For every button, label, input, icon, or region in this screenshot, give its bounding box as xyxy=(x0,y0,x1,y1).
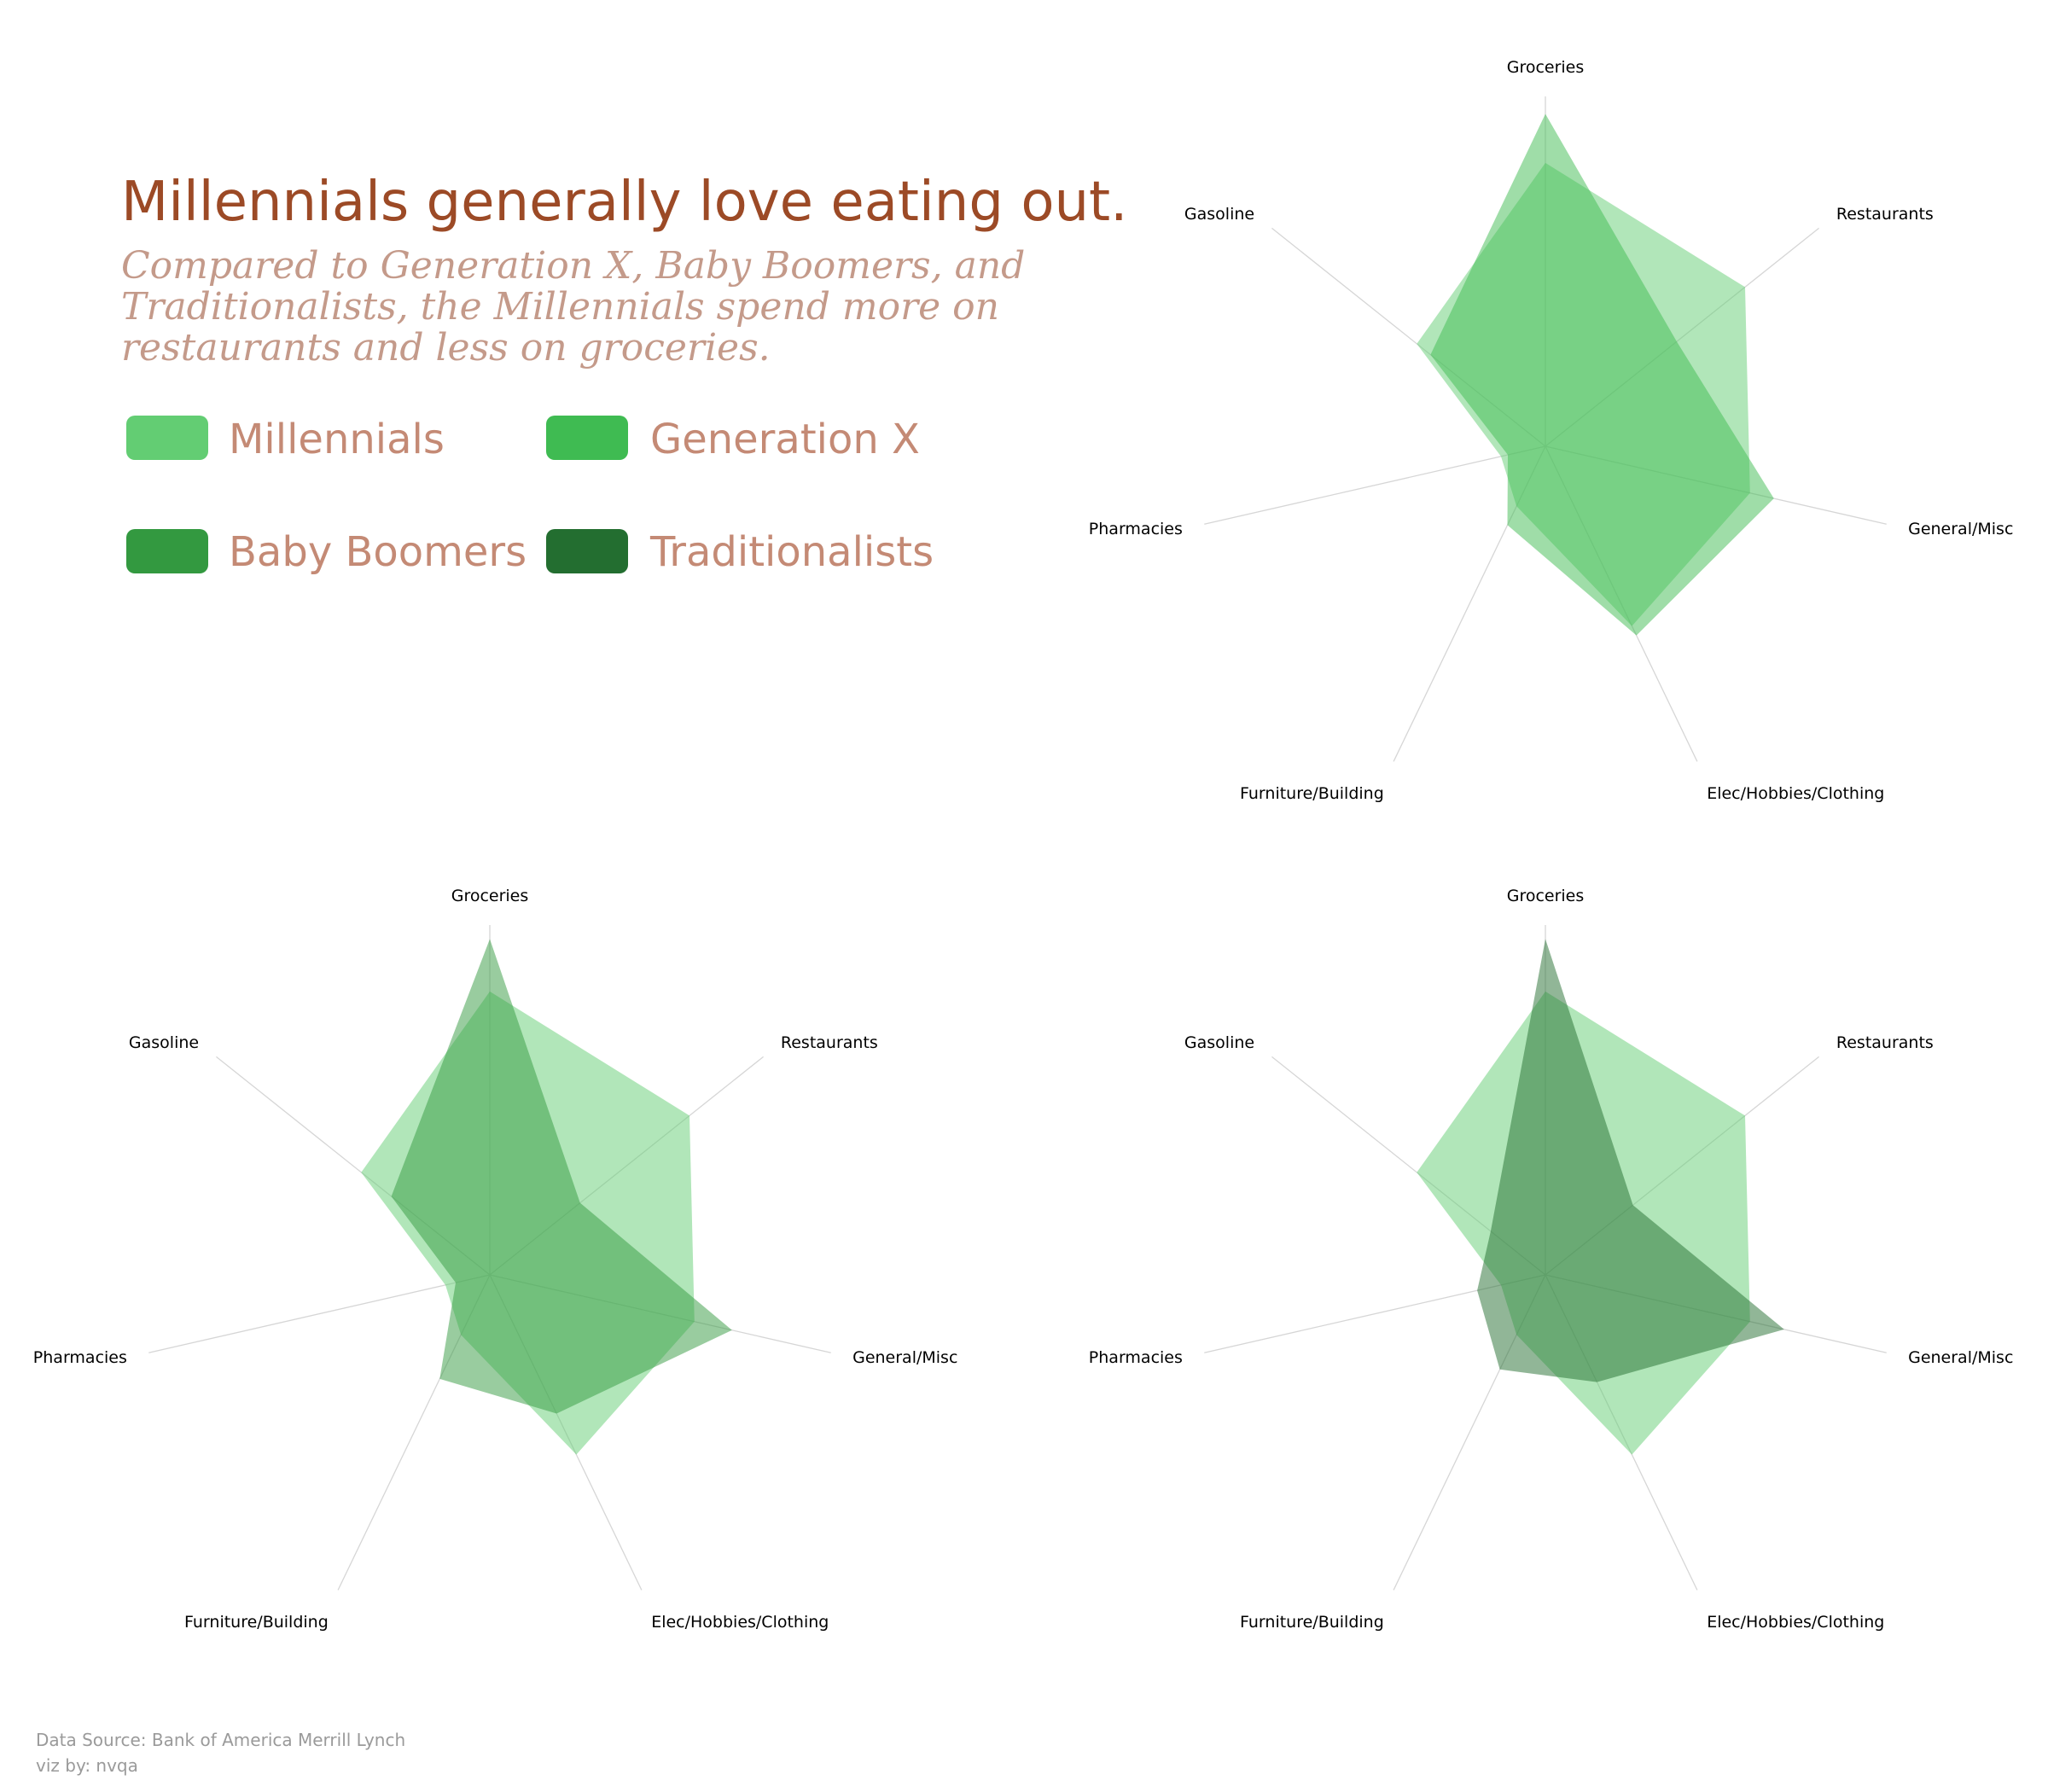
axis-label-restaurants: Restaurants xyxy=(781,1033,878,1052)
axis-label-groceries: Groceries xyxy=(451,887,529,905)
axis-label-general-misc: General/Misc xyxy=(852,1348,957,1367)
axis-label-pharmacies: Pharmacies xyxy=(1089,1348,1183,1367)
legend-item-baby-boomers: Baby Boomers xyxy=(126,528,527,576)
series-area-baby-boomers xyxy=(391,939,732,1414)
axis-label-elec-hobbies-clothing: Elec/Hobbies/Clothing xyxy=(651,1613,829,1632)
legend-item-traditionalists: Traditionalists xyxy=(546,528,934,576)
axis-spoke-pharmacies xyxy=(148,1274,491,1353)
axis-label-elec-hobbies-clothing: Elec/Hobbies/Clothing xyxy=(1707,1613,1884,1632)
axis-label-gasoline: Gasoline xyxy=(1184,1033,1254,1052)
legend-label-baby-boomers: Baby Boomers xyxy=(229,528,527,576)
legend-swatch-generation-x xyxy=(546,416,628,460)
chart-subtitle-line-3: restaurants and less on groceries. xyxy=(121,326,771,369)
axis-spoke-pharmacies xyxy=(1204,445,1546,525)
axis-label-gasoline: Gasoline xyxy=(1184,205,1254,224)
axis-label-pharmacies: Pharmacies xyxy=(1089,520,1183,538)
data-source: Data Source: Bank of America Merrill Lyn… xyxy=(36,1730,405,1750)
legend-label-generation-x: Generation X xyxy=(650,416,920,463)
axis-label-restaurants: Restaurants xyxy=(1836,205,1934,224)
axis-label-elec-hobbies-clothing: Elec/Hobbies/Clothing xyxy=(1707,784,1884,803)
chart-title: Millennials generally love eating out. xyxy=(121,171,1127,234)
radar-chart-millennials-vs-generation-x: Groceries Restaurants General/Misc Elec/Hob… xyxy=(1089,58,2014,803)
legend-item-millennials: Millennials xyxy=(126,416,445,463)
viz-credit: viz by: nvqa xyxy=(36,1755,138,1776)
axis-label-groceries: Groceries xyxy=(1507,58,1585,77)
chart-subtitle-line-2: Traditionalists, the Millennials spend m… xyxy=(121,285,999,329)
legend: Millennials Generation X Baby Boomers Tr… xyxy=(126,416,934,576)
series-area-generation-x xyxy=(1430,113,1774,636)
axis-label-pharmacies: Pharmacies xyxy=(33,1348,127,1367)
axis-label-gasoline: Gasoline xyxy=(129,1033,199,1052)
series-area-traditionalists xyxy=(1477,939,1784,1382)
axis-label-furniture-building: Furniture/Building xyxy=(184,1613,329,1632)
radar-chart-millennials-vs-traditionalists: Groceries Restaurants General/Misc Elec/Hob… xyxy=(1089,887,2014,1632)
legend-label-millennials: Millennials xyxy=(229,416,445,463)
axis-label-general-misc: General/Misc xyxy=(1908,1348,2013,1367)
header: Millennials generally love eating out. C… xyxy=(121,171,1127,369)
legend-swatch-baby-boomers xyxy=(126,529,208,573)
axis-label-furniture-building: Furniture/Building xyxy=(1240,784,1384,803)
axis-label-general-misc: General/Misc xyxy=(1908,520,2013,538)
footer: Data Source: Bank of America Merrill Lyn… xyxy=(36,1730,405,1776)
legend-label-traditionalists: Traditionalists xyxy=(649,528,934,576)
axis-label-restaurants: Restaurants xyxy=(1836,1033,1934,1052)
axis-label-furniture-building: Furniture/Building xyxy=(1240,1613,1384,1632)
legend-item-generation-x: Generation X xyxy=(546,416,920,463)
legend-swatch-traditionalists xyxy=(546,529,628,573)
radar-chart-millennials-vs-baby-boomers: Groceries Restaurants General/Misc Elec/Hob… xyxy=(33,887,958,1632)
chart-subtitle-line-1: Compared to Generation X, Baby Boomers, … xyxy=(121,244,1025,288)
legend-swatch-millennials xyxy=(126,416,208,460)
axis-label-groceries: Groceries xyxy=(1507,887,1585,905)
